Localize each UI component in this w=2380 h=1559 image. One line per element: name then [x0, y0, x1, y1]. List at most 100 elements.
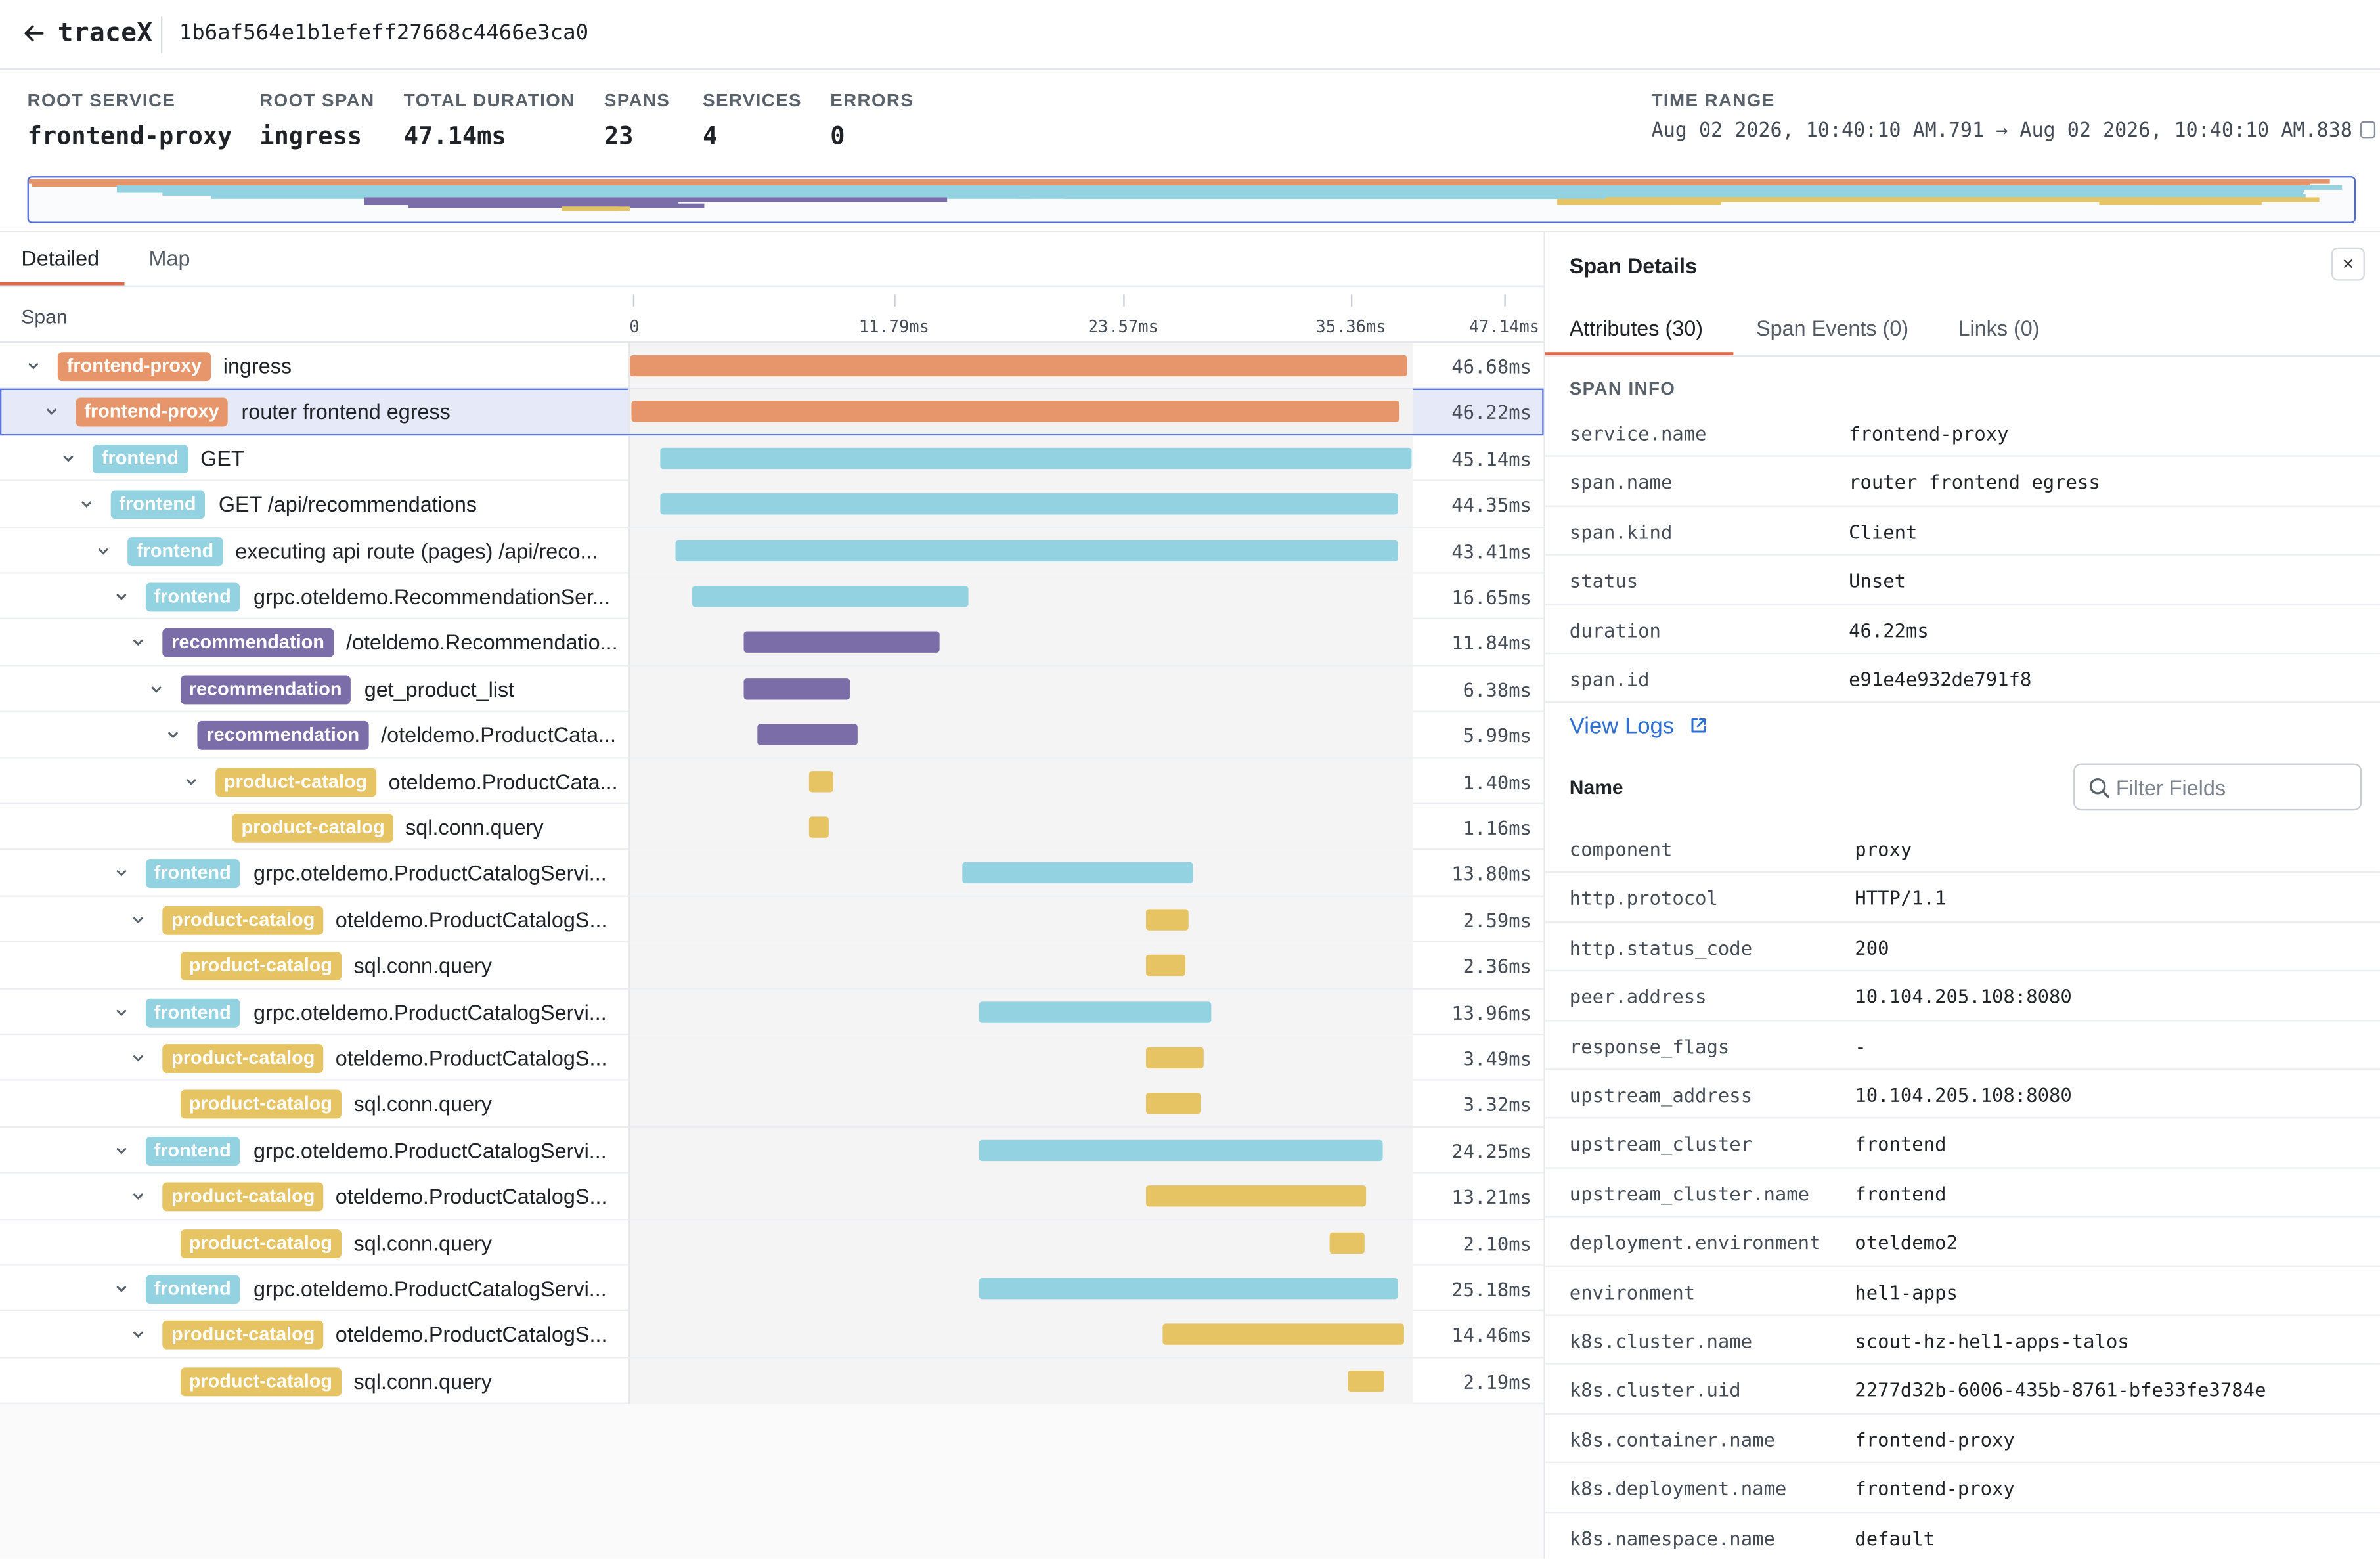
span-row[interactable]: recommendation get_product_list 6.38ms	[0, 666, 1544, 713]
span-duration-bar[interactable]	[979, 1278, 1399, 1300]
span-row[interactable]: frontend GET /api/recommendations 44.35ms	[0, 481, 1544, 528]
tab-detailed[interactable]: Detailed	[21, 246, 100, 271]
stat-services: SERVICES 4	[703, 89, 802, 150]
span-duration: 25.18ms	[1451, 1278, 1532, 1301]
tab-attributes[interactable]: Attributes (30)	[1569, 315, 1704, 340]
attribute-key: upstream_cluster	[1569, 1133, 1753, 1156]
chevron-down-icon[interactable]	[164, 726, 183, 744]
span-duration-bar[interactable]	[674, 539, 1398, 561]
minimap-span-bar	[31, 182, 2310, 187]
chevron-down-icon[interactable]	[42, 403, 60, 421]
span-duration-bar[interactable]	[1145, 1047, 1204, 1069]
minimap-span-bar	[364, 197, 948, 202]
span-row[interactable]: frontend executing api route (pages) /api…	[0, 527, 1544, 574]
attribute-value: frontend-proxy	[1855, 1428, 2015, 1451]
stat-errors: ERRORS 0	[830, 89, 914, 150]
chevron-down-icon[interactable]	[112, 1141, 130, 1160]
attribute-value: 10.104.205.108:8080	[1855, 1084, 2072, 1107]
span-row[interactable]: frontend GET 45.14ms	[0, 435, 1544, 482]
span-duration-bar[interactable]	[1145, 1185, 1366, 1207]
span-row[interactable]: product-catalog oteldemo.ProductCatalogS.…	[0, 896, 1544, 943]
span-duration-bar[interactable]	[659, 447, 1411, 469]
span-duration-bar[interactable]	[630, 401, 1400, 423]
attribute-value: 200	[1855, 936, 1889, 959]
span-details-panel: Span Details × Attributes (30) Span Even…	[1543, 231, 2380, 1559]
chevron-down-icon[interactable]	[94, 541, 112, 560]
span-row[interactable]: product-catalog oteldemo.ProductCatalogS.…	[0, 1035, 1544, 1082]
span-row[interactable]: frontend grpc.oteldemo.ProductCatalogServ…	[0, 988, 1544, 1036]
span-duration: 44.35ms	[1451, 493, 1532, 517]
minimap-span-bar	[1064, 194, 2306, 199]
span-row[interactable]: frontend-proxy router frontend egress 46.2…	[0, 389, 1544, 435]
span-row[interactable]: product-catalog oteldemo.ProductCata... 1.…	[0, 758, 1544, 804]
trace-minimap[interactable]	[27, 176, 2356, 223]
span-duration-bar[interactable]	[743, 678, 850, 700]
view-logs-link[interactable]: View Logs	[1570, 713, 1708, 739]
chevron-down-icon[interactable]	[181, 772, 200, 790]
minimap-span-bar	[561, 206, 619, 211]
chevron-down-icon[interactable]	[59, 449, 77, 468]
span-duration-bar[interactable]	[963, 862, 1193, 885]
chevron-down-icon[interactable]	[129, 910, 147, 929]
span-row[interactable]: frontend-proxy ingress 46.68ms	[0, 343, 1544, 389]
chevron-down-icon[interactable]	[129, 1326, 147, 1344]
attribute-key: upstream_address	[1569, 1084, 1753, 1107]
span-row[interactable]: product-catalog sql.conn.query 2.36ms	[0, 942, 1544, 989]
span-duration-bar[interactable]	[1145, 955, 1185, 977]
chevron-down-icon[interactable]	[112, 587, 130, 605]
timeline-tick-label: 23.57ms	[1088, 317, 1158, 338]
panel-title: Span Details	[1569, 253, 1698, 278]
filter-fields-input[interactable]: Filter Fields	[2073, 763, 2362, 811]
chevron-down-icon[interactable]	[112, 1003, 130, 1021]
chevron-down-icon[interactable]	[129, 1049, 147, 1067]
chevron-down-icon[interactable]	[77, 495, 95, 514]
attribute-key: k8s.deployment.name	[1569, 1477, 1787, 1500]
span-duration-bar[interactable]	[809, 816, 829, 838]
copy-icon[interactable]	[2360, 121, 2375, 139]
attribute-key: response_flags	[1569, 1034, 1730, 1057]
tab-map[interactable]: Map	[148, 246, 190, 271]
close-button[interactable]: ×	[2331, 247, 2365, 281]
span-duration-bar[interactable]	[1162, 1324, 1403, 1346]
span-duration-bar[interactable]	[630, 355, 1407, 377]
tab-span-events[interactable]: Span Events (0)	[1756, 315, 1909, 340]
span-duration-bar[interactable]	[809, 770, 833, 792]
attribute-value: frontend-proxy	[1855, 1477, 2015, 1500]
span-name-cell: frontend grpc.oteldemo.ProductCatalogServ…	[0, 1266, 628, 1311]
span-row[interactable]: product-catalog oteldemo.ProductCatalogS.…	[0, 1174, 1544, 1220]
span-row[interactable]: product-catalog sql.conn.query 2.19ms	[0, 1358, 1544, 1405]
span-row[interactable]: recommendation/oteldemo.Recommendatio...…	[0, 619, 1544, 667]
chevron-down-icon[interactable]	[24, 357, 43, 375]
chevron-down-icon[interactable]	[129, 634, 147, 652]
span-duration-bar[interactable]	[1329, 1231, 1364, 1254]
attribute-row: service.name frontend-proxy	[1545, 408, 2380, 458]
span-row[interactable]: product-catalog oteldemo.ProductCatalogS.…	[0, 1311, 1544, 1359]
span-duration-bar[interactable]	[659, 493, 1398, 515]
span-row[interactable]: frontend grpc.oteldemo.ProductCatalogServ…	[0, 1265, 1544, 1312]
span-duration-bar[interactable]	[743, 632, 940, 653]
span-duration-bar[interactable]	[979, 1139, 1384, 1161]
span-duration-bar[interactable]	[1145, 908, 1189, 931]
span-duration: 2.19ms	[1463, 1370, 1532, 1394]
timeline-tick	[1350, 294, 1353, 307]
span-row[interactable]: frontend grpc.oteldemo.ProductCatalogServ…	[0, 850, 1544, 897]
stat-time-range: TIME RANGE Aug 02 2026, 10:40:10 AM.791 …	[1652, 89, 2375, 143]
span-duration-bar[interactable]	[691, 586, 969, 607]
span-row[interactable]: frontend grpc.oteldemo.ProductCatalogServ…	[0, 1127, 1544, 1174]
back-arrow-icon[interactable]	[21, 21, 45, 45]
span-row[interactable]: frontend grpc.oteldemo.RecommendationSer.…	[0, 573, 1544, 620]
span-duration-bar[interactable]	[758, 724, 858, 746]
span-duration-bar[interactable]	[1145, 1093, 1202, 1115]
chevron-down-icon[interactable]	[146, 680, 165, 698]
span-row[interactable]: recommendation/oteldemo.ProductCata... 5.…	[0, 712, 1544, 758]
span-row[interactable]: product-catalog sql.conn.query 2.10ms	[0, 1219, 1544, 1266]
attribute-key: deployment.environment	[1569, 1231, 1821, 1254]
span-row[interactable]: product-catalog sql.conn.query 1.16ms	[0, 804, 1544, 851]
chevron-down-icon[interactable]	[112, 1279, 130, 1298]
tab-links[interactable]: Links (0)	[1958, 315, 2040, 340]
span-duration-bar[interactable]	[979, 1001, 1212, 1022]
chevron-down-icon[interactable]	[129, 1187, 147, 1206]
span-duration-bar[interactable]	[1347, 1370, 1384, 1392]
span-row[interactable]: product-catalog sql.conn.query 3.32ms	[0, 1081, 1544, 1128]
chevron-down-icon[interactable]	[112, 864, 130, 883]
